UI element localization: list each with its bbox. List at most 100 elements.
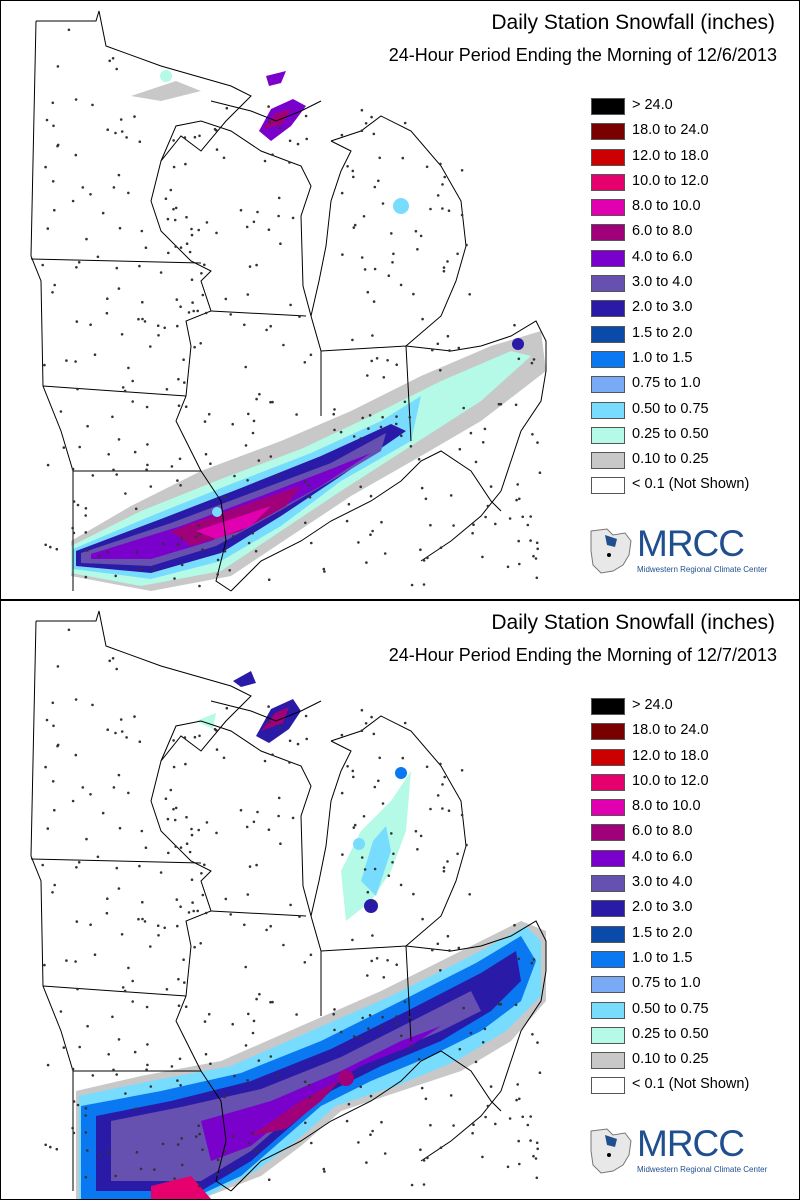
station-dot <box>387 874 391 877</box>
station-dot <box>391 861 394 864</box>
station-dot <box>494 1122 497 1126</box>
station-dot <box>499 1002 503 1006</box>
station-dot <box>465 243 468 247</box>
station-dot <box>365 561 368 564</box>
station-dot <box>205 821 209 824</box>
legend-swatch <box>591 148 625 166</box>
station-dot <box>517 1139 520 1143</box>
legend-swatch <box>591 925 625 943</box>
station-dot <box>127 791 130 795</box>
station-dot <box>71 467 75 471</box>
station-dot <box>536 1147 539 1151</box>
station-dot <box>481 1155 484 1159</box>
station-dot <box>133 1050 137 1054</box>
station-dots <box>41 628 542 1188</box>
station-dot <box>146 1063 149 1067</box>
legend-item: 0.25 to 0.50 <box>591 424 781 449</box>
station-dot <box>163 926 166 930</box>
station-dot <box>197 828 200 832</box>
legend-label: 12.0 to 18.0 <box>632 147 709 164</box>
legend: > 24.0 18.0 to 24.0 12.0 to 18.0 10.0 to… <box>591 95 781 500</box>
station-dot <box>468 293 472 296</box>
station-dot <box>183 736 187 739</box>
station-dot <box>172 207 175 211</box>
station-dot <box>309 953 313 957</box>
station-dot <box>359 1085 363 1089</box>
station-dot <box>183 981 186 984</box>
station-dot <box>166 817 170 821</box>
legend-swatch <box>591 199 625 217</box>
station-dot <box>201 548 204 551</box>
station-dot <box>429 1123 432 1127</box>
station-dot <box>347 1102 351 1106</box>
station-dot <box>185 842 189 845</box>
station-dot <box>395 1022 398 1026</box>
station-dot <box>51 780 55 783</box>
station-dot <box>127 966 130 970</box>
station-dot <box>247 541 251 545</box>
station-dot <box>141 917 144 921</box>
station-dot <box>191 301 194 304</box>
station-dot <box>170 1065 174 1068</box>
station-dot <box>46 463 50 467</box>
station-dot <box>400 434 403 438</box>
station-dot <box>489 485 493 488</box>
station-dot <box>201 1148 204 1151</box>
station-dot <box>267 1178 271 1181</box>
station-dot <box>203 863 206 867</box>
legend-swatch <box>591 723 625 741</box>
station-dot <box>380 1120 383 1124</box>
station-dot <box>182 958 185 961</box>
station-dot <box>167 251 170 255</box>
station-dot <box>332 1012 336 1016</box>
station-dot <box>117 887 121 890</box>
legend-label: 0.10 to 0.25 <box>632 451 709 468</box>
station-dot <box>442 269 446 273</box>
station-dot <box>86 1024 89 1028</box>
station-dot <box>44 1143 47 1147</box>
station-dot <box>382 376 386 379</box>
station-dot <box>125 736 128 739</box>
station-dot <box>209 462 212 466</box>
legend-swatch <box>591 799 625 817</box>
station-dot <box>339 430 343 434</box>
station-dot <box>383 552 387 555</box>
station-dot <box>115 473 118 476</box>
station-dot <box>452 1124 455 1127</box>
station-dot <box>182 358 185 362</box>
station-dot <box>360 708 364 712</box>
legend-item: 12.0 to 18.0 <box>591 146 781 171</box>
station-dot <box>513 323 516 327</box>
map-title: Daily Station Snowfall (inches) <box>491 11 775 34</box>
station-dot <box>179 846 183 849</box>
station-dot <box>422 559 426 562</box>
station-dot <box>172 139 175 142</box>
station-dot <box>534 1157 538 1160</box>
station-dot <box>483 427 487 431</box>
station-dot <box>215 148 219 151</box>
legend-swatch <box>591 875 625 893</box>
station-dot <box>45 118 49 122</box>
station-dot <box>91 474 95 477</box>
station-dot <box>53 808 56 812</box>
station-dot <box>159 871 163 874</box>
station-dot <box>364 122 368 125</box>
station-dot <box>159 271 163 274</box>
snowfall-map <box>30 10 547 592</box>
legend-swatch <box>591 401 625 419</box>
logo-text: MRCC <box>637 523 745 564</box>
station-dot <box>346 765 349 768</box>
station-dot <box>526 523 530 527</box>
station-dot <box>298 915 301 918</box>
legend-item: 0.75 to 1.0 <box>591 973 781 998</box>
legend-label: 1.0 to 1.5 <box>632 949 693 966</box>
station-dot <box>448 949 451 952</box>
station-dot <box>462 406 466 410</box>
station-dot <box>515 498 518 502</box>
station-dot <box>115 266 119 270</box>
legend-item: 2.0 to 3.0 <box>591 297 781 322</box>
station-dot <box>179 905 182 908</box>
station-dot <box>352 226 356 229</box>
station-dot <box>137 917 140 921</box>
station-dot <box>271 753 274 756</box>
